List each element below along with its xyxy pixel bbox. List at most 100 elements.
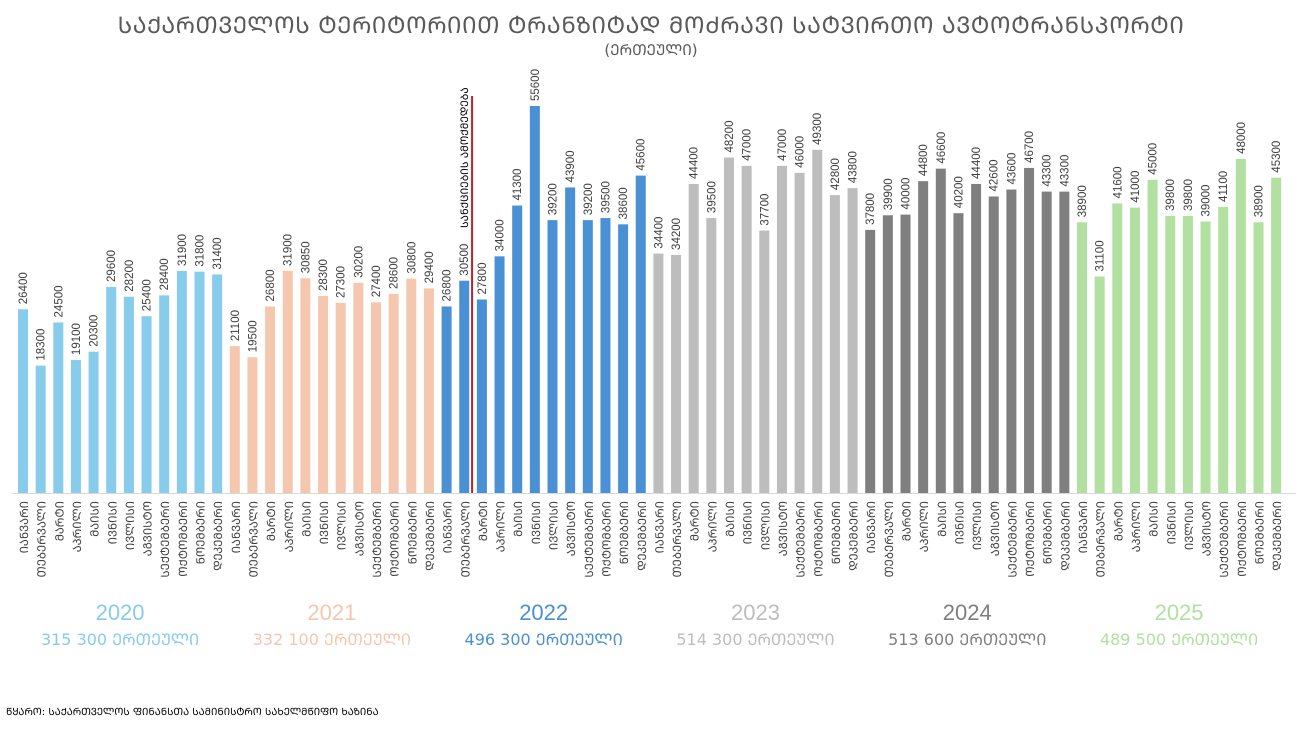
- value-label: 26800: [442, 269, 454, 301]
- bar-2020-2: [35, 365, 46, 493]
- bar-2022-1: [441, 306, 452, 493]
- value-label: 39000: [1201, 185, 1213, 217]
- value-label: 42800: [830, 158, 842, 190]
- value-label: 29400: [424, 251, 436, 283]
- bar-2025-7: [1182, 215, 1193, 493]
- month-label: ᲛᲐᲠᲢᲘ: [688, 501, 702, 541]
- bar-2021-7: [335, 302, 346, 493]
- month-label: ᲐᲒᲕᲘᲡᲢᲝ: [988, 501, 1002, 556]
- annotation-group: ᲡᲐᲜᲥᲪᲘᲔᲑᲘᲡ ᲐᲛᲝᲥᲛᲔᲓᲔᲑᲐ: [459, 87, 474, 493]
- bar-2024-1: [865, 229, 876, 493]
- month-label: ᲗᲔᲑᲔᲠᲕᲐᲚᲘ: [882, 501, 896, 578]
- month-label: ᲛᲐᲘᲡᲘ: [723, 501, 737, 537]
- value-label: 30800: [406, 242, 418, 274]
- value-label: 47000: [742, 129, 754, 161]
- year-summary-2023: 2023 514 300 ᲔᲠᲗᲔᲣᲚᲘ: [655, 600, 855, 652]
- month-label: ᲓᲔᲙᲔᲛᲑᲔᲠᲘ: [847, 501, 861, 571]
- month-label: ᲐᲞᲠᲘᲚᲘ: [494, 501, 508, 552]
- value-label: 39200: [548, 183, 560, 215]
- value-label: 45000: [1148, 143, 1160, 175]
- year-total: 315 300 ᲔᲠᲗᲔᲣᲚᲘ: [40, 630, 200, 649]
- value-label: 46700: [1024, 131, 1036, 163]
- bar-2020-10: [176, 270, 187, 493]
- bar-2024-6: [953, 213, 964, 493]
- bar-2023-4: [706, 218, 717, 494]
- value-label: 19500: [247, 320, 259, 352]
- month-label: ᲜᲝᲔᲛᲑᲔᲠᲘ: [829, 501, 843, 564]
- value-label: 46000: [795, 136, 807, 168]
- month-label: ᲘᲕᲜᲘᲡᲘ: [105, 501, 119, 544]
- month-label: ᲛᲐᲘᲡᲘ: [511, 501, 525, 537]
- value-label: 44800: [918, 144, 930, 176]
- bar-2023-2: [671, 254, 682, 493]
- year-label: 2025: [1154, 600, 1204, 625]
- year-total: 496 300 ᲔᲠᲗᲔᲣᲚᲘ: [464, 630, 623, 649]
- value-label: 29600: [106, 250, 118, 282]
- year-summary-2025: 2025 489 500 ᲔᲠᲗᲔᲣᲚᲘ: [1079, 600, 1279, 652]
- year-label: 2022: [519, 600, 569, 625]
- month-label: ᲐᲒᲕᲘᲡᲢᲝ: [352, 501, 366, 556]
- bar-2022-5: [512, 205, 523, 493]
- bar-2021-10: [388, 293, 399, 493]
- month-label: ᲐᲒᲕᲘᲡᲢᲝ: [1200, 501, 1214, 556]
- bar-2024-8: [988, 196, 999, 494]
- bar-2022-3: [476, 299, 487, 493]
- value-label: 27300: [336, 266, 348, 298]
- bar-2020-11: [194, 271, 205, 493]
- value-label: 28200: [124, 260, 136, 292]
- value-label: 39500: [706, 181, 718, 213]
- bar-2025-5: [1147, 179, 1158, 493]
- bar-2022-7: [547, 220, 558, 494]
- bar-2020-4: [70, 360, 81, 493]
- month-label: ᲜᲝᲔᲛᲑᲔᲠᲘ: [1253, 501, 1267, 564]
- bar-chart: 26400 18300 24500 19100 20300 29600 28200 25400…: [12, 69, 1296, 578]
- bar-2024-3: [900, 214, 911, 493]
- bar-2024-11: [1041, 191, 1052, 493]
- value-label: 40200: [953, 176, 965, 208]
- month-label: ᲛᲐᲘᲡᲘ: [88, 501, 102, 537]
- value-label: 37700: [759, 194, 771, 226]
- month-label: ᲗᲔᲑᲔᲠᲕᲐᲚᲘ: [458, 501, 472, 578]
- bar-2020-9: [159, 295, 170, 493]
- month-label: ᲛᲐᲘᲡᲘ: [299, 501, 313, 537]
- bar-2021-9: [371, 302, 381, 493]
- value-label: 39500: [600, 181, 612, 213]
- bar-2021-2: [247, 357, 258, 493]
- value-label: 30200: [353, 246, 365, 278]
- bar-2025-8: [1200, 221, 1211, 494]
- month-label: ᲡᲔᲥᲢᲔᲛᲑᲔᲠᲘ: [370, 501, 384, 578]
- bar-2023-8: [776, 165, 787, 493]
- month-label: ᲘᲐᲜᲕᲐᲠᲘ: [864, 501, 878, 553]
- month-label: ᲝᲥᲢᲝᲛᲑᲔᲠᲘ: [388, 501, 402, 577]
- month-label: ᲘᲐᲜᲕᲐᲠᲘ: [17, 501, 31, 553]
- bar-2021-8: [353, 282, 364, 493]
- year-label: 2021: [307, 600, 357, 625]
- month-label: ᲐᲞᲠᲘᲚᲘ: [282, 501, 296, 552]
- month-label: ᲜᲝᲔᲛᲑᲔᲠᲘ: [617, 501, 631, 564]
- month-label: ᲘᲕᲚᲘᲡᲘ: [970, 501, 984, 550]
- value-label: 49300: [812, 113, 824, 145]
- bar-2024-5: [935, 168, 946, 493]
- bar-2020-5: [88, 351, 99, 493]
- month-label: ᲓᲔᲙᲔᲛᲑᲔᲠᲘ: [1058, 501, 1072, 571]
- value-label: 38600: [618, 187, 630, 219]
- month-label: ᲘᲕᲜᲘᲡᲘ: [741, 501, 755, 544]
- bar-2020-1: [18, 309, 28, 493]
- value-label: 31800: [195, 235, 207, 267]
- year-label: 2020: [95, 600, 145, 625]
- value-label: 37800: [865, 193, 877, 225]
- bar-2022-6: [529, 106, 540, 493]
- year-label: 2023: [730, 600, 780, 625]
- month-label: ᲛᲐᲠᲢᲘ: [1111, 501, 1125, 541]
- year-summary-2020: 2020 315 300 ᲔᲠᲗᲔᲣᲚᲘ: [20, 600, 220, 652]
- bar-2021-12: [423, 288, 434, 493]
- month-label: ᲡᲔᲥᲢᲔᲛᲑᲔᲠᲘ: [1005, 501, 1019, 578]
- month-label: ᲝᲥᲢᲝᲛᲑᲔᲠᲘ: [176, 501, 190, 577]
- month-label: ᲐᲒᲕᲘᲡᲢᲝ: [564, 501, 578, 556]
- sanctions-annotation-label: ᲡᲐᲜᲥᲪᲘᲔᲑᲘᲡ ᲐᲛᲝᲥᲛᲔᲓᲔᲑᲐ: [459, 87, 471, 228]
- bar-2021-3: [265, 306, 276, 493]
- bar-2022-9: [582, 220, 593, 494]
- value-label: 41000: [1130, 171, 1142, 203]
- value-label: 43300: [1059, 155, 1071, 187]
- value-label: 46600: [936, 132, 948, 164]
